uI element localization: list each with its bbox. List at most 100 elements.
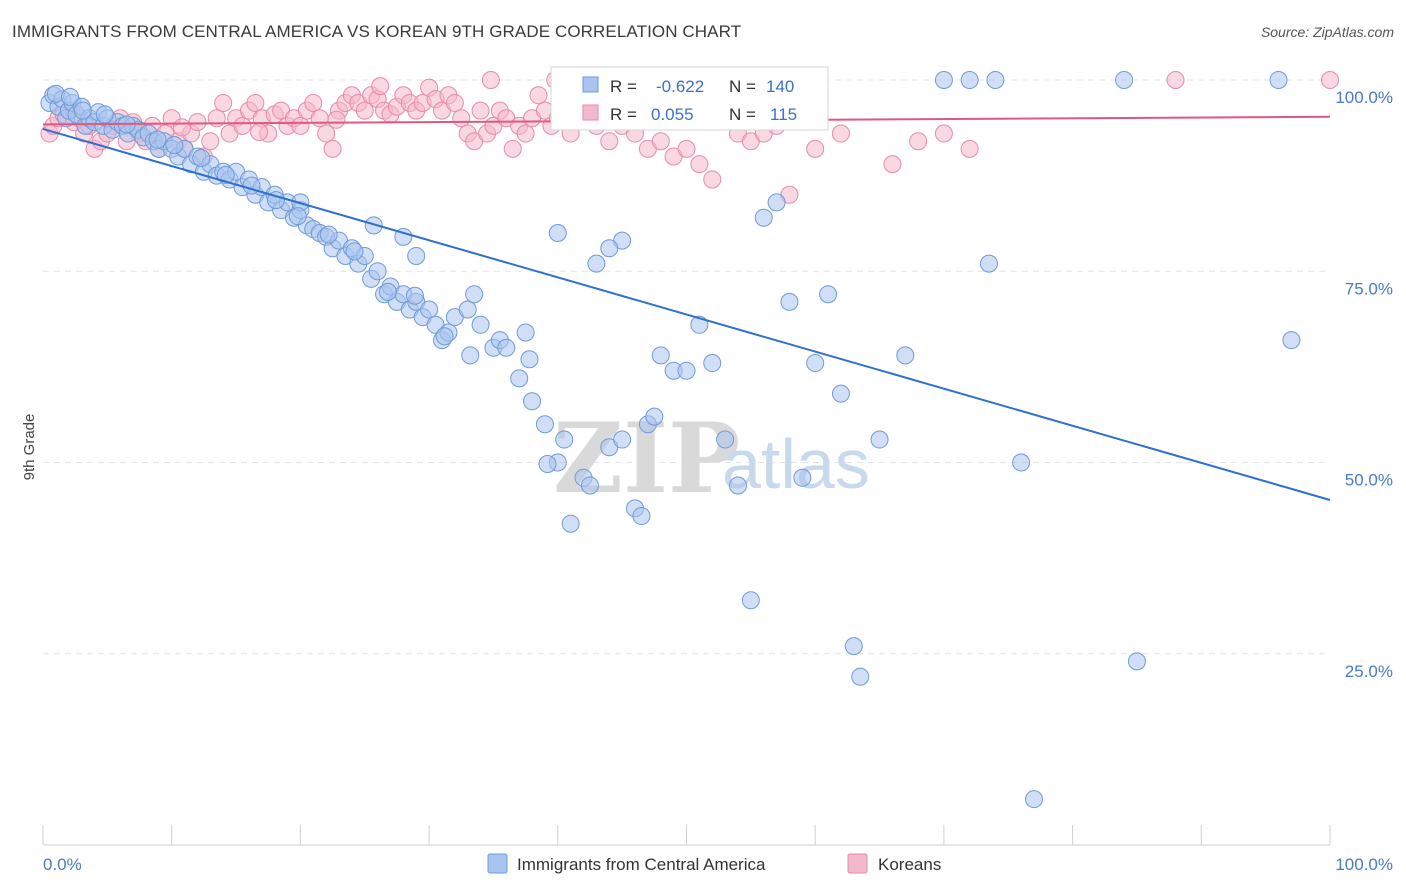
central-america-point xyxy=(716,430,735,449)
central-america-point xyxy=(1012,453,1031,472)
central-america-point xyxy=(510,369,529,388)
central-america-point xyxy=(580,476,599,495)
central-america-point xyxy=(288,207,307,226)
central-america-point xyxy=(523,392,542,411)
korean-point xyxy=(445,93,464,112)
central-america-point xyxy=(1282,331,1301,350)
korean-point xyxy=(172,118,191,137)
legend-swatch-koreans xyxy=(847,853,868,874)
central-america-point xyxy=(934,71,953,89)
central-america-point xyxy=(165,136,184,155)
central-america-point xyxy=(1024,790,1043,809)
chart-title: IMMIGRANTS FROM CENTRAL AMERICA VS KOREA… xyxy=(12,22,742,41)
x-tick-labels: 0.0% 100.0% xyxy=(43,855,1393,874)
korean-point xyxy=(503,139,522,158)
korean-point xyxy=(317,124,336,143)
central-america-point xyxy=(555,430,574,449)
korean-point xyxy=(690,155,709,174)
central-america-point xyxy=(368,262,387,281)
central-america-point xyxy=(548,224,567,242)
central-america-point xyxy=(728,476,747,495)
stats-r-label-pink: R = xyxy=(610,105,637,124)
central-america-point xyxy=(345,242,364,261)
central-america-point xyxy=(780,292,799,311)
central-america-point xyxy=(497,338,516,357)
central-america-point xyxy=(793,468,812,487)
korean-point xyxy=(1166,71,1185,89)
korean-point xyxy=(246,93,265,112)
watermark-atlas: atlas xyxy=(722,425,870,503)
y-tick-labels: 25.0% 50.0% 75.0% 100.0% xyxy=(1335,88,1393,681)
central-america-point xyxy=(1269,71,1288,89)
central-america-point xyxy=(651,346,670,365)
central-america-point xyxy=(819,285,838,304)
central-america-point xyxy=(516,323,535,342)
korean-point xyxy=(304,93,323,112)
central-america-point xyxy=(979,254,998,273)
legend-swatch-central-america xyxy=(487,853,508,874)
central-america-point xyxy=(148,130,167,149)
central-america-point xyxy=(960,71,979,89)
central-america-point xyxy=(405,286,424,305)
central-america-point xyxy=(831,384,850,403)
central-america-point xyxy=(645,407,664,426)
korean-point xyxy=(651,132,670,151)
central-america-point xyxy=(319,225,338,244)
central-america-trend-line xyxy=(42,127,1331,501)
central-america-point xyxy=(471,315,490,334)
central-america-point xyxy=(378,282,397,301)
central-america-point xyxy=(61,87,80,106)
korean-point xyxy=(909,132,928,151)
stats-n-label-blue: N = xyxy=(729,77,756,96)
central-america-point xyxy=(1127,652,1146,671)
central-america-point xyxy=(435,327,454,346)
korean-point xyxy=(233,116,252,135)
watermark: ZIP atlas xyxy=(553,402,870,515)
central-america-point xyxy=(461,346,480,365)
stats-r-value-pink: 0.055 xyxy=(651,105,694,124)
korean-point xyxy=(323,139,342,158)
korean-point xyxy=(529,86,548,105)
legend-label-koreans: Koreans xyxy=(878,855,941,874)
korean-point xyxy=(677,139,696,158)
central-america-point xyxy=(587,254,606,273)
korean-point xyxy=(452,109,471,128)
korean-point xyxy=(214,93,233,112)
central-america-point xyxy=(465,285,484,304)
central-america-point xyxy=(851,667,870,686)
korean-point xyxy=(355,101,374,120)
central-america-point xyxy=(1115,71,1134,89)
central-america-point xyxy=(986,71,1005,89)
korean-point xyxy=(1321,71,1339,89)
central-america-point xyxy=(870,430,889,449)
central-america-point xyxy=(520,350,539,369)
stats-n-value-pink: 115 xyxy=(770,105,797,124)
korean-point xyxy=(481,71,500,89)
bottom-legend: Immigrants from Central America Koreans xyxy=(487,853,941,874)
legend-label-central-america: Immigrants from Central America xyxy=(517,855,766,874)
central-america-point xyxy=(754,208,773,227)
central-america-point xyxy=(73,101,92,120)
central-america-point xyxy=(896,346,915,365)
central-america-point xyxy=(806,354,825,373)
y-tick-label: 50.0% xyxy=(1345,471,1393,490)
central-america-point xyxy=(535,415,554,434)
x-tick-label-min: 0.0% xyxy=(43,855,82,874)
korean-point xyxy=(883,155,902,174)
central-america-point xyxy=(561,514,580,533)
central-america-point xyxy=(458,300,477,319)
central-america-point xyxy=(216,165,235,184)
central-america-point xyxy=(420,300,439,319)
central-america-point xyxy=(600,239,619,258)
central-america-point xyxy=(632,507,651,526)
korean-point xyxy=(310,109,329,128)
korean-point xyxy=(471,101,490,120)
y-axis-title: 9th Grade xyxy=(21,414,38,481)
stats-r-label-blue: R = xyxy=(610,77,637,96)
central-america-point xyxy=(192,149,211,168)
central-america-point xyxy=(613,430,632,449)
stats-swatch-blue xyxy=(582,76,599,93)
stats-r-value-blue: -0.622 xyxy=(656,77,704,96)
korean-point xyxy=(201,132,220,151)
